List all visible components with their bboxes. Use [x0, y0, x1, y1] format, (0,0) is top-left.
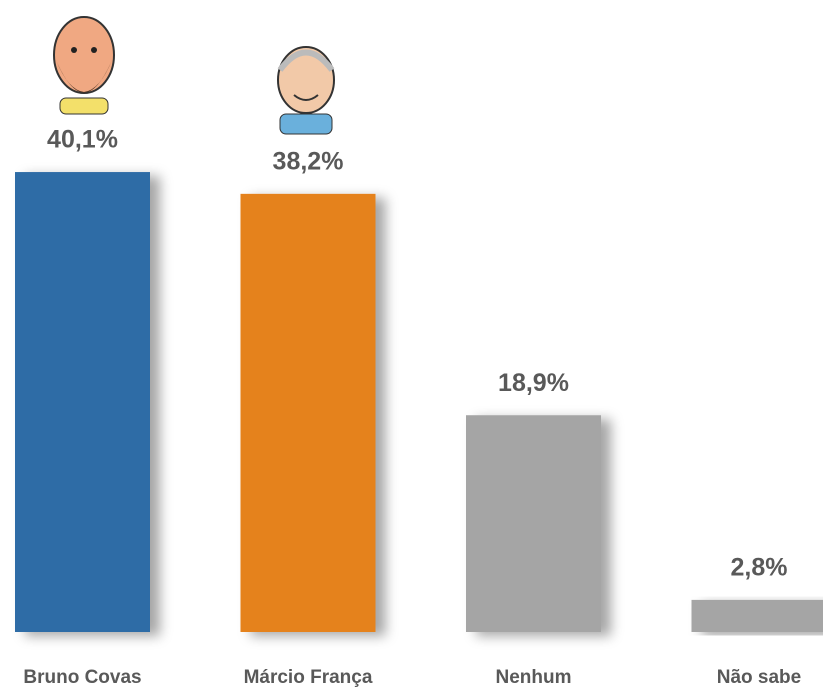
caricature-marcio-franca: [278, 47, 334, 134]
bar: [15, 172, 150, 632]
bar: [692, 600, 823, 632]
category-label: Bruno Covas: [23, 667, 141, 688]
chart: 40,1% Bruno Covas 38,2% Márcio França 18,9% N…: [0, 0, 823, 695]
value-label: 2,8%: [731, 553, 788, 581]
category-label: Não sabe: [717, 667, 801, 688]
bar: [241, 194, 376, 632]
value-label: 18,9%: [498, 369, 569, 397]
page: {"chart_data": {"type": "bar", "categori…: [0, 0, 823, 695]
value-label: 38,2%: [273, 147, 344, 175]
caricature-bruno-covas: [54, 17, 114, 114]
value-label: 40,1%: [47, 126, 118, 154]
category-label: Nenhum: [496, 667, 572, 688]
category-label: Márcio França: [244, 667, 373, 688]
bar: [466, 415, 601, 632]
